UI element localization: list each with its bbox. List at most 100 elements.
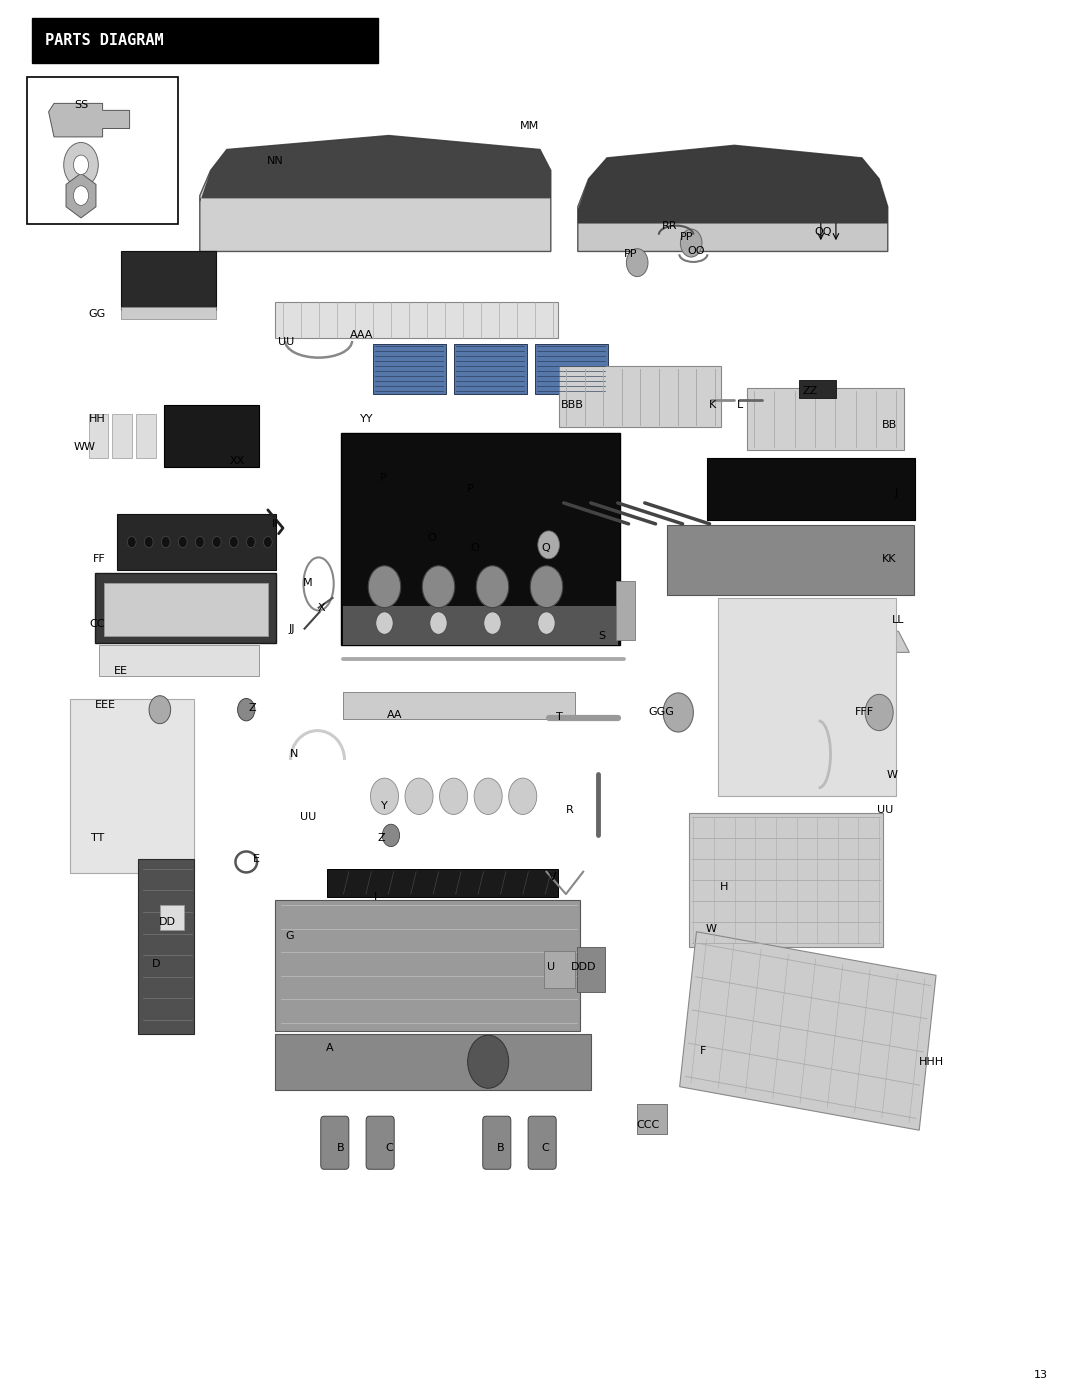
Circle shape xyxy=(178,536,187,548)
FancyBboxPatch shape xyxy=(27,77,178,224)
Text: Z: Z xyxy=(248,703,257,714)
Circle shape xyxy=(213,536,221,548)
Text: CCC: CCC xyxy=(636,1119,660,1130)
Circle shape xyxy=(376,612,393,634)
Text: E: E xyxy=(253,854,259,865)
Text: 13: 13 xyxy=(1034,1370,1048,1380)
Circle shape xyxy=(162,536,171,548)
Text: NN: NN xyxy=(267,155,284,166)
FancyBboxPatch shape xyxy=(32,18,378,63)
Text: TT: TT xyxy=(91,833,104,844)
Text: PP: PP xyxy=(624,249,637,260)
FancyBboxPatch shape xyxy=(138,859,194,1034)
Text: X: X xyxy=(318,602,326,613)
Text: AAA: AAA xyxy=(350,330,374,341)
Text: LL: LL xyxy=(892,615,905,626)
FancyBboxPatch shape xyxy=(637,1104,667,1134)
Circle shape xyxy=(64,142,98,187)
Text: B: B xyxy=(336,1143,345,1154)
FancyBboxPatch shape xyxy=(89,414,108,458)
Text: R: R xyxy=(566,805,575,816)
Circle shape xyxy=(680,229,702,257)
Text: AA: AA xyxy=(387,710,402,721)
Text: EEE: EEE xyxy=(95,700,117,711)
Text: C: C xyxy=(541,1143,550,1154)
Text: T: T xyxy=(556,711,563,722)
Circle shape xyxy=(440,778,468,814)
FancyBboxPatch shape xyxy=(104,583,268,636)
Circle shape xyxy=(127,536,136,548)
Text: BBB: BBB xyxy=(561,400,584,411)
FancyBboxPatch shape xyxy=(343,692,575,719)
Text: U: U xyxy=(546,961,555,972)
Text: HHH: HHH xyxy=(918,1056,944,1067)
FancyBboxPatch shape xyxy=(160,905,184,930)
FancyBboxPatch shape xyxy=(95,573,276,643)
Text: F: F xyxy=(700,1045,706,1056)
Text: P: P xyxy=(380,472,387,483)
Text: QQ: QQ xyxy=(814,226,832,237)
Text: O: O xyxy=(471,542,480,553)
Text: CC: CC xyxy=(90,619,105,630)
Text: FFF: FFF xyxy=(854,707,874,718)
Circle shape xyxy=(368,566,401,608)
Text: I: I xyxy=(374,891,378,902)
Text: KK: KK xyxy=(881,553,896,564)
FancyBboxPatch shape xyxy=(667,525,914,595)
Text: FF: FF xyxy=(93,553,106,564)
Circle shape xyxy=(422,566,455,608)
Text: UU: UU xyxy=(299,812,316,823)
Text: PP: PP xyxy=(680,232,693,243)
Circle shape xyxy=(73,186,89,205)
Circle shape xyxy=(382,824,400,847)
Text: XX: XX xyxy=(230,455,245,467)
FancyBboxPatch shape xyxy=(366,1116,394,1169)
Polygon shape xyxy=(49,103,130,137)
Text: H: H xyxy=(719,882,728,893)
Circle shape xyxy=(238,698,255,721)
Text: O: O xyxy=(428,532,436,543)
FancyBboxPatch shape xyxy=(117,514,276,570)
Text: ZZ: ZZ xyxy=(802,386,818,397)
Circle shape xyxy=(145,536,153,548)
FancyBboxPatch shape xyxy=(136,414,156,458)
Text: S: S xyxy=(598,630,605,641)
Text: G: G xyxy=(285,930,294,942)
FancyBboxPatch shape xyxy=(528,1116,556,1169)
Text: MM: MM xyxy=(519,120,539,131)
Text: OO: OO xyxy=(688,246,705,257)
Text: UU: UU xyxy=(278,337,295,348)
Text: BB: BB xyxy=(882,419,897,430)
Text: N: N xyxy=(289,749,298,760)
FancyBboxPatch shape xyxy=(373,344,446,394)
Polygon shape xyxy=(200,136,551,203)
Text: PARTS DIAGRAM: PARTS DIAGRAM xyxy=(45,34,164,47)
Circle shape xyxy=(405,778,433,814)
Text: WW: WW xyxy=(73,441,95,453)
Text: D: D xyxy=(152,958,161,970)
FancyBboxPatch shape xyxy=(577,947,605,992)
Text: J: J xyxy=(894,488,899,499)
Text: Z: Z xyxy=(377,833,386,844)
FancyBboxPatch shape xyxy=(121,307,216,319)
FancyBboxPatch shape xyxy=(454,344,527,394)
Polygon shape xyxy=(679,932,936,1130)
Text: K: K xyxy=(710,400,716,411)
Text: SS: SS xyxy=(73,99,89,110)
FancyBboxPatch shape xyxy=(275,1034,591,1090)
Text: YY: YY xyxy=(361,414,374,425)
Polygon shape xyxy=(747,619,909,652)
Text: V: V xyxy=(549,872,557,883)
FancyBboxPatch shape xyxy=(112,414,132,458)
Circle shape xyxy=(865,694,893,731)
Polygon shape xyxy=(578,145,888,251)
Circle shape xyxy=(430,612,447,634)
FancyBboxPatch shape xyxy=(121,251,216,310)
Text: JJ: JJ xyxy=(288,623,295,634)
Text: C: C xyxy=(384,1143,393,1154)
FancyBboxPatch shape xyxy=(689,813,883,947)
Circle shape xyxy=(538,531,559,559)
Text: DDD: DDD xyxy=(570,961,596,972)
Circle shape xyxy=(484,612,501,634)
Circle shape xyxy=(264,536,272,548)
